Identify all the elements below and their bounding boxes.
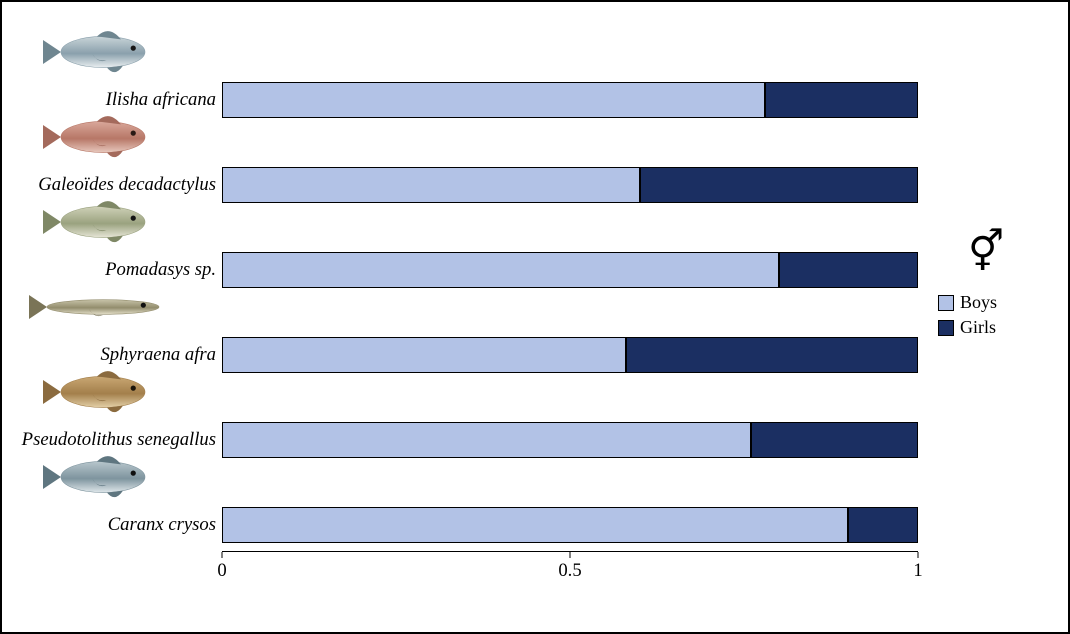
species-label: Pseudotolithus senegallus [22, 429, 216, 451]
bar-segment-boys [222, 422, 751, 458]
legend-label: Girls [960, 317, 996, 338]
bar-row [222, 82, 918, 118]
bar-segment-boys [222, 82, 765, 118]
legend-item-boys: Boys [938, 292, 997, 313]
x-tick-label: 0 [217, 560, 226, 582]
bar-segment-girls [765, 82, 918, 118]
bar-row [222, 167, 918, 203]
bar-row [222, 422, 918, 458]
y-axis-label-column: Ilisha africana Galeoïdes decadactylus [22, 32, 222, 592]
bar-segment-boys [222, 167, 640, 203]
legend: Boys Girls [938, 292, 997, 342]
fish-thumbnail [26, 451, 166, 503]
bar-segment-boys [222, 252, 779, 288]
x-tick-mark [570, 552, 571, 558]
bar-row [222, 337, 918, 373]
bar-row [222, 252, 918, 288]
bar-segment-girls [751, 422, 918, 458]
species-label: Ilisha africana [106, 89, 216, 111]
fish-thumbnail [26, 281, 166, 333]
legend-item-girls: Girls [938, 317, 997, 338]
species-label: Galeoïdes decadactylus [38, 174, 216, 196]
chart-frame: Ilisha africana Galeoïdes decadactylus [0, 0, 1070, 634]
legend-swatch [938, 295, 954, 311]
bar-segment-girls [626, 337, 918, 373]
fish-thumbnail [26, 196, 166, 248]
legend-label: Boys [960, 292, 997, 313]
bar-row [222, 507, 918, 543]
bar-segment-girls [640, 167, 918, 203]
x-tick-mark [222, 552, 223, 558]
bar-segment-girls [848, 507, 918, 543]
x-tick-label: 1 [913, 560, 922, 582]
gender-symbol-icon: ⚥ [968, 232, 1004, 272]
species-label: Pomadasys sp. [105, 259, 216, 281]
species-label: Caranx crysos [108, 514, 216, 536]
plot-column: 00.51 [222, 32, 918, 592]
fish-thumbnail [26, 366, 166, 418]
legend-column: ⚥ Boys Girls [928, 32, 1048, 592]
plot-area [222, 42, 918, 552]
x-tick-label: 0.5 [558, 560, 581, 582]
fish-thumbnail [26, 111, 166, 163]
species-label: Sphyraena afra [100, 344, 216, 366]
legend-swatch [938, 320, 954, 336]
bar-segment-girls [779, 252, 918, 288]
x-tick-mark [918, 552, 919, 558]
bar-segment-boys [222, 507, 848, 543]
fish-thumbnail [26, 26, 166, 78]
bar-segment-boys [222, 337, 626, 373]
